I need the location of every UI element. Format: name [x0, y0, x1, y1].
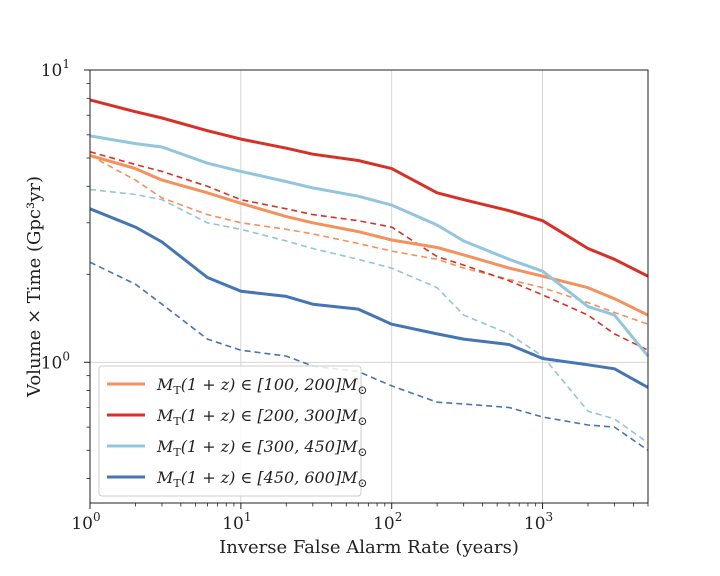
legend-subscript: T — [173, 477, 181, 490]
legend-box — [98, 365, 362, 497]
y-tick-label: 100 — [41, 349, 70, 373]
x-tick-label: 100 — [71, 510, 100, 534]
legend-subscript: T — [173, 384, 181, 397]
legend-label-3: MT(1 + z) ∈ [300, 450]M⊙ — [156, 437, 368, 459]
legend-range: (1 + z) ∈ [200, 300]M — [181, 406, 358, 425]
legend: MT(1 + z) ∈ [100, 200]M⊙MT(1 + z) ∈ [200… — [98, 365, 368, 497]
legend-range: (1 + z) ∈ [450, 600]M — [181, 468, 358, 487]
series-2-dashed-line — [89, 151, 649, 351]
x-tick-label: 102 — [373, 510, 402, 534]
legend-label-4: MT(1 + z) ∈ [450, 600]M⊙ — [156, 468, 368, 490]
series-3-solid-line — [89, 134, 650, 358]
y-tick-exponent: 0 — [62, 349, 70, 363]
legend-range: (1 + z) ∈ [300, 450]M — [181, 437, 358, 456]
y-tick-label: 101 — [41, 57, 70, 81]
series-lines — [89, 98, 650, 451]
legend-mass-symbol: M — [156, 406, 174, 425]
plot-frame — [89, 69, 649, 504]
legend-range: (1 + z) ∈ [100, 200]M — [181, 375, 358, 394]
legend-sun-symbol: ⊙ — [358, 414, 368, 428]
legend-subscript: T — [173, 446, 181, 459]
x-tick-exponent: 3 — [546, 510, 554, 524]
series-1-solid-line — [89, 154, 649, 317]
y-tick-exponent: 1 — [62, 57, 70, 71]
legend-sun-symbol: ⊙ — [358, 445, 368, 459]
x-tick-label: 101 — [222, 510, 251, 534]
legend-subscript: T — [173, 415, 181, 428]
legend-mass-symbol: M — [156, 375, 174, 394]
x-tick-exponent: 2 — [395, 510, 403, 524]
x-tick-exponent: 0 — [93, 510, 101, 524]
x-axis-label: Inverse False Alarm Rate (years) — [219, 537, 519, 558]
x-tick-exponent: 1 — [244, 510, 252, 524]
legend-sun-symbol: ⊙ — [358, 476, 368, 490]
series-4-solid-line — [89, 207, 649, 389]
y-axis-label: Volume × Time (Gpc³yr) — [24, 176, 45, 398]
x-tick-label: 103 — [524, 510, 553, 534]
series-1-dashed-line — [89, 154, 649, 325]
legend-label-1: MT(1 + z) ∈ [100, 200]M⊙ — [156, 375, 368, 397]
legend-mass-symbol: M — [156, 468, 174, 487]
legend-label-2: MT(1 + z) ∈ [200, 300]M⊙ — [156, 406, 368, 428]
legend-sun-symbol: ⊙ — [358, 383, 368, 397]
series-2-solid-line — [89, 98, 649, 278]
series-4-dashed-line — [89, 261, 649, 451]
legend-mass-symbol: M — [156, 437, 174, 456]
legend-entries: MT(1 + z) ∈ [100, 200]M⊙MT(1 + z) ∈ [200… — [107, 375, 368, 490]
